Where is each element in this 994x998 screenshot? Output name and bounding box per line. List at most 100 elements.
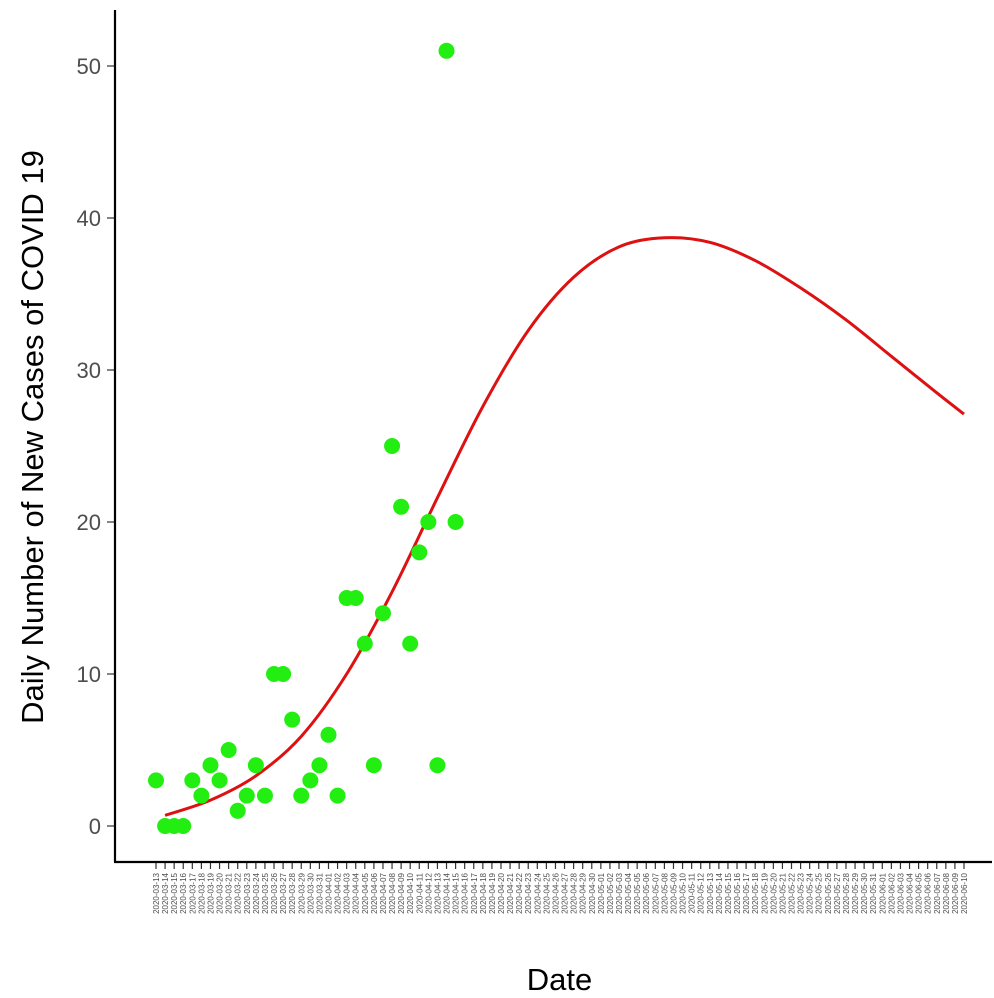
x-tick-label: 2020-04-06 (370, 872, 379, 913)
x-tick-label: 2020-05-30 (860, 872, 869, 913)
x-tick-label: 2020-05-16 (733, 872, 742, 913)
data-point (393, 498, 410, 515)
x-tick-label: 2020-03-24 (252, 872, 261, 913)
x-tick-label: 2020-04-03 (343, 872, 352, 913)
x-tick-label: 2020-04-16 (461, 872, 470, 913)
x-tick-label: 2020-05-20 (769, 872, 778, 913)
x-tick-label: 2020-04-24 (533, 872, 542, 913)
x-tick-label: 2020-04-02 (334, 872, 343, 913)
data-point (429, 757, 446, 774)
x-tick-label: 2020-03-31 (315, 872, 324, 913)
y-tick-label: 30 (77, 358, 101, 383)
x-tick-label: 2020-06-06 (924, 872, 933, 913)
data-point (374, 605, 391, 622)
x-tick-label: 2020-06-05 (915, 872, 924, 913)
x-tick-label: 2020-05-07 (651, 872, 660, 913)
x-tick-label: 2020-05-19 (760, 872, 769, 913)
x-tick-label: 2020-05-08 (660, 872, 669, 913)
x-tick-label: 2020-03-30 (306, 872, 315, 913)
x-tick-label: 2020-06-02 (887, 872, 896, 913)
x-tick-label: 2020-03-20 (216, 872, 225, 913)
x-tick-label: 2020-04-10 (406, 872, 415, 913)
x-tick-label: 2020-03-17 (188, 872, 197, 913)
x-tick-label: 2020-04-27 (561, 872, 570, 913)
data-point (365, 757, 382, 774)
x-tick-label: 2020-04-18 (479, 872, 488, 913)
x-tick-label: 2020-04-05 (361, 872, 370, 913)
x-tick-label: 2020-03-16 (179, 872, 188, 913)
x-tick-label: 2020-05-17 (742, 872, 751, 913)
x-tick-label: 2020-05-14 (715, 872, 724, 913)
x-tick-label: 2020-04-26 (551, 872, 560, 913)
x-tick-label: 2020-04-15 (452, 872, 461, 913)
x-tick-label: 2020-04-01 (324, 872, 333, 913)
x-tick-label: 2020-05-22 (788, 872, 797, 913)
x-axis-title: Date (527, 962, 592, 997)
x-tick-label: 2020-03-25 (261, 872, 270, 913)
fitted-curve-line (164, 236, 965, 817)
x-tick-label: 2020-05-15 (724, 872, 733, 913)
x-tick-label: 2020-06-09 (951, 872, 960, 913)
data-point (420, 514, 437, 530)
x-tick-label: 2020-03-19 (206, 872, 215, 913)
x-tick-label: 2020-05-03 (615, 872, 624, 913)
data-point (356, 635, 373, 652)
x-tick-label: 2020-05-01 (597, 872, 606, 913)
x-tick-label: 2020-04-13 (433, 872, 442, 913)
x-tick-label: 2020-04-12 (424, 872, 433, 913)
x-tick-label: 2020-04-20 (497, 872, 506, 913)
x-tick-group: 2020-03-13 2020-03-14 2020-03-15 2020-03-16… (152, 862, 969, 914)
data-point (229, 802, 246, 819)
x-tick-label: 2020-03-26 (270, 872, 279, 913)
x-tick-label: 2020-03-22 (234, 872, 243, 913)
x-tick-label: 2020-03-27 (279, 872, 288, 913)
data-point (220, 742, 237, 758)
data-point (238, 787, 255, 804)
x-tick-label: 2020-05-13 (706, 872, 715, 913)
data-point (447, 514, 464, 530)
x-tick-label: 2020-04-23 (524, 872, 533, 913)
data-point (202, 757, 219, 774)
data-point (193, 787, 210, 804)
data-point (320, 726, 337, 743)
x-tick-label: 2020-05-25 (815, 872, 824, 913)
data-point (302, 772, 319, 789)
x-tick-label: 2020-05-31 (869, 872, 878, 913)
x-tick-label: 2020-04-30 (588, 872, 597, 913)
x-tick-label: 2020-06-03 (896, 872, 905, 913)
data-point (247, 757, 264, 774)
x-tick-label: 2020-05-09 (669, 872, 678, 913)
data-point (347, 590, 364, 606)
x-tick-label: 2020-06-08 (942, 872, 951, 913)
data-point (311, 757, 328, 774)
x-tick-label: 2020-04-21 (506, 872, 515, 913)
data-point (411, 544, 428, 561)
x-tick-label: 2020-05-29 (851, 872, 860, 913)
x-tick-label: 2020-04-04 (352, 872, 361, 913)
x-tick-label: 2020-05-21 (778, 872, 787, 913)
x-tick-label: 2020-05-18 (751, 872, 760, 913)
y-tick-group: 0 10 20 30 40 50 (77, 54, 115, 839)
x-tick-label: 2020-06-07 (933, 872, 942, 913)
x-tick-label: 2020-03-13 (152, 872, 161, 913)
data-points-group (148, 42, 464, 834)
x-tick-label: 2020-05-05 (633, 872, 642, 913)
y-axis-title: Daily Number of New Cases of COVID 19 (15, 150, 50, 724)
x-tick-label: 2020-04-09 (397, 872, 406, 913)
x-tick-label: 2020-05-28 (842, 872, 851, 913)
data-point (438, 42, 455, 59)
x-tick-label: 2020-05-06 (642, 872, 651, 913)
data-point (256, 787, 273, 804)
x-tick-label: 2020-05-23 (797, 872, 806, 913)
data-point (148, 772, 164, 789)
x-tick-label: 2020-04-28 (570, 872, 579, 913)
x-tick-label: 2020-03-14 (161, 872, 170, 913)
x-tick-label: 2020-06-04 (906, 872, 915, 913)
y-tick-label: 40 (77, 206, 101, 231)
x-tick-label: 2020-04-17 (470, 872, 479, 913)
data-point (175, 818, 192, 834)
y-tick-label: 50 (77, 54, 101, 79)
data-point (402, 635, 419, 652)
